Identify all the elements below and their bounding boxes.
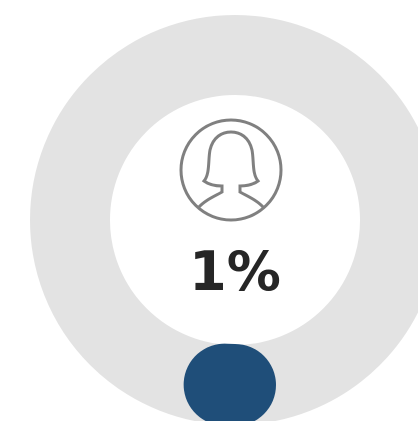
- value-label: 1%: [189, 240, 281, 303]
- user-icon: [179, 118, 283, 222]
